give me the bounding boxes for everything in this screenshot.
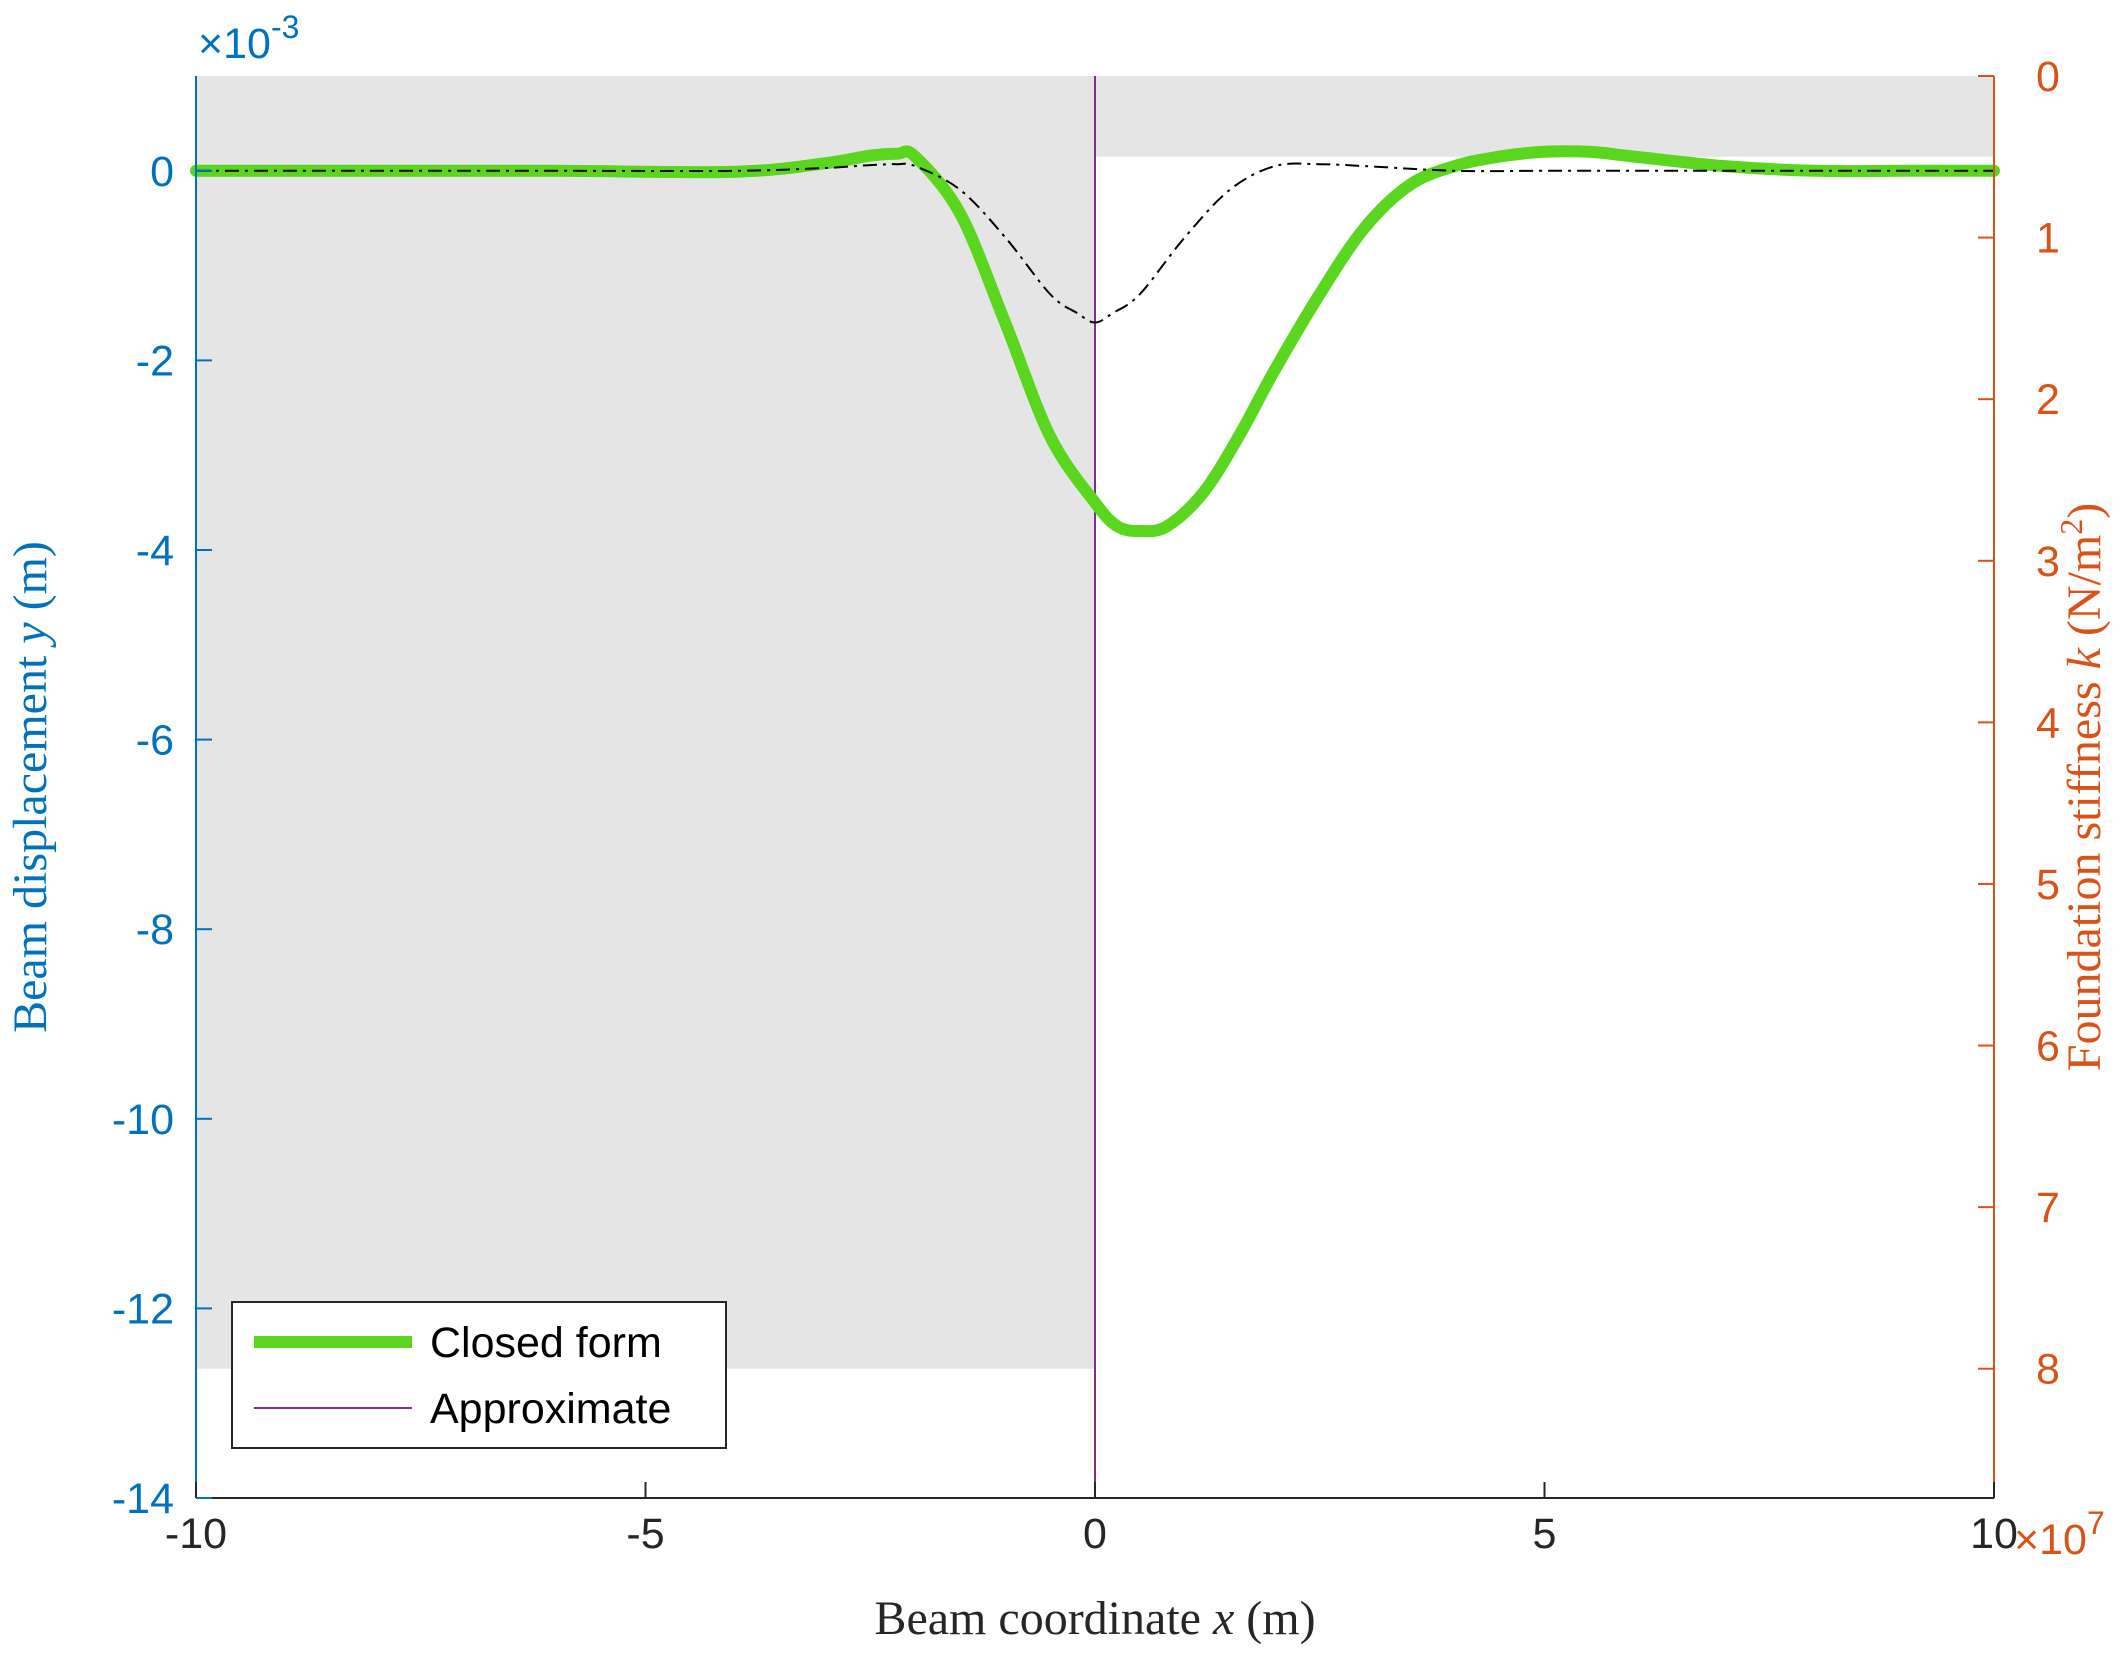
- x-tick-label: 5: [1533, 1510, 1557, 1558]
- y-right-tick-label: 4: [2036, 699, 2060, 747]
- y-left-tick-label: -10: [112, 1096, 174, 1144]
- y-right-tick-label: 5: [2036, 861, 2060, 909]
- legend-label-closed-form: Closed form: [430, 1319, 662, 1367]
- y-right-tick-label: 7: [2036, 1184, 2060, 1232]
- y-right-tick-label: 6: [2036, 1023, 2060, 1071]
- y-left-tick-label: -12: [112, 1285, 174, 1333]
- x-axis-label: Beam coordinate x (m): [874, 1592, 1315, 1645]
- y-left-axis-label: Beam displacement y (m): [4, 541, 57, 1033]
- y-left-tick-label: -2: [136, 337, 174, 385]
- x-tick-label: 0: [1083, 1510, 1107, 1558]
- legend-box: [231, 1301, 727, 1449]
- x-tick-label: 10: [1970, 1510, 2018, 1558]
- series-closed-form: [190, 145, 2000, 538]
- y-right-axis-label: Foundation stiffness k (N/m2): [2053, 503, 2111, 1071]
- y-left-tick-label: 0: [150, 148, 174, 196]
- y-left-tick-label: -4: [136, 527, 174, 575]
- y-right-tick-label: 2: [2036, 376, 2060, 424]
- y-left-tick-label: -8: [136, 906, 174, 954]
- y-left-exponent: ×10-3: [198, 9, 299, 68]
- series-approximate: [196, 162, 1994, 324]
- y-right-tick-label: 8: [2036, 1346, 2060, 1394]
- x-tick-label: -5: [626, 1510, 664, 1558]
- y-right-tick-label: 0: [2036, 53, 2060, 101]
- x-tick-label: -10: [165, 1510, 227, 1558]
- y-left-tick-label: -14: [112, 1475, 174, 1523]
- y-left-tick-label: -6: [136, 717, 174, 765]
- y-right-tick-label: 3: [2036, 538, 2060, 586]
- y-right-tick-label: 1: [2036, 215, 2060, 263]
- y-right-exponent: ×107: [2014, 1505, 2105, 1564]
- series-layer: [190, 76, 2000, 1498]
- legend: Closed form Approximate: [231, 1301, 727, 1449]
- legend-label-approximate: Approximate: [430, 1385, 671, 1433]
- axes-layer: -10 -5 0 5 10 0 -2 -4 -6 -8 -10 -12 -14 0 1 2 3 4 5 6 7 8 ×10-…: [4, 9, 2111, 1645]
